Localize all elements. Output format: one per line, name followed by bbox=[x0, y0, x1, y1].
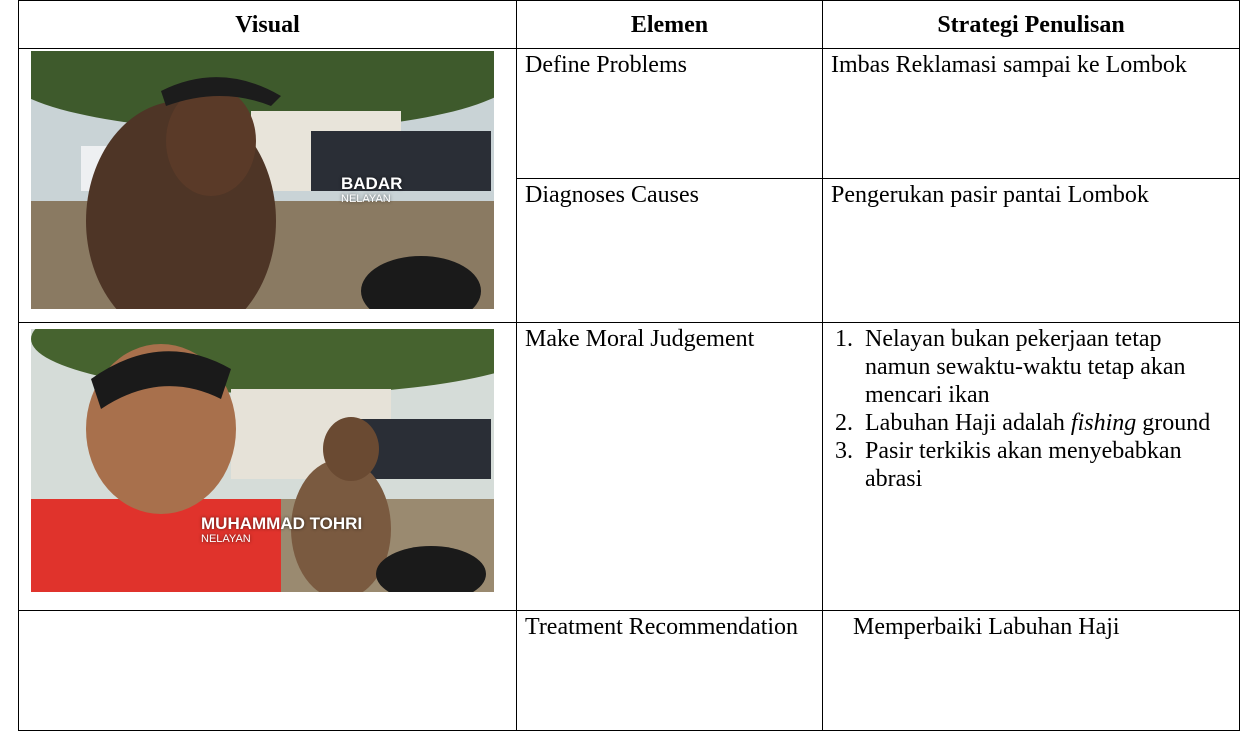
header-cell: Elemen bbox=[516, 0, 823, 49]
list-item: 1. Nelayan bukan pekerjaan tetap namun se… bbox=[835, 325, 1231, 409]
photo-scene bbox=[31, 329, 494, 592]
row: MUHAMMAD TOHRI NELAYAN Make Moral Judgem… bbox=[18, 322, 1240, 611]
element-cell: Make Moral Judgement bbox=[516, 322, 823, 611]
list-text: Nelayan bukan pekerjaan tetap namun sewa… bbox=[865, 326, 1186, 408]
visual-cell: BADAR NELAYAN bbox=[18, 48, 517, 323]
text-part: Labuhan Haji adalah bbox=[865, 410, 1065, 436]
list-number: 3. bbox=[835, 438, 853, 464]
list-text: Pasir terkikis akan menyebabkan abrasi bbox=[865, 438, 1182, 492]
photo: MUHAMMAD TOHRI NELAYAN bbox=[31, 329, 494, 592]
framing-table: Visual Elemen Strategi Penulisan bbox=[18, 0, 1240, 731]
element-cell: Diagnoses Causes bbox=[516, 178, 823, 323]
header-row: Visual Elemen Strategi Penulisan bbox=[18, 0, 1240, 49]
header-cell: Visual bbox=[18, 0, 517, 49]
strategy-cell: Pengerukan pasir pantai Lombok bbox=[822, 178, 1240, 323]
text-part: ground bbox=[1142, 410, 1211, 436]
element-cell: Define Problems bbox=[516, 48, 823, 179]
strategy-cell: Memperbaiki Labuhan Haji bbox=[822, 610, 1240, 731]
row: BADAR NELAYAN Define Problems Imbas Rekl… bbox=[18, 48, 1240, 323]
list-text: Labuhan Haji adalah fishing ground bbox=[865, 409, 1210, 437]
photo-caption: BADAR NELAYAN bbox=[341, 174, 403, 206]
row: Treatment Recommendation Memperbaiki Lab… bbox=[18, 610, 1240, 731]
element-cell: Treatment Recommendation bbox=[516, 610, 823, 731]
strategy-list: 1. Nelayan bukan pekerjaan tetap namun se… bbox=[835, 325, 1231, 493]
strategy-cell: Imbas Reklamasi sampai ke Lombok bbox=[822, 48, 1240, 179]
list-number: 1. bbox=[835, 326, 853, 352]
caption-role: NELAYAN bbox=[201, 533, 251, 545]
photo: BADAR NELAYAN bbox=[31, 51, 494, 309]
list-item: 3. Pasir terkikis akan menyebabkan abrasi bbox=[835, 437, 1231, 493]
italic-term: fishing bbox=[1070, 410, 1137, 436]
caption-name: MUHAMMAD TOHRI bbox=[201, 514, 363, 533]
caption-name: BADAR bbox=[341, 174, 403, 193]
visual-cell bbox=[18, 610, 517, 731]
visual-cell: MUHAMMAD TOHRI NELAYAN bbox=[18, 322, 517, 611]
header-cell: Strategi Penulisan bbox=[822, 0, 1240, 49]
photo-scene bbox=[31, 51, 494, 309]
photo-caption: MUHAMMAD TOHRI NELAYAN bbox=[201, 514, 363, 546]
strategy-cell: 1. Nelayan bukan pekerjaan tetap namun se… bbox=[822, 322, 1240, 611]
row: Diagnoses Causes Pengerukan pasir pantai… bbox=[19, 178, 1240, 323]
list-number: 2. bbox=[835, 410, 853, 436]
caption-role: NELAYAN bbox=[341, 193, 391, 205]
list-item: 2. Labuhan Haji adalah fishing ground bbox=[835, 409, 1231, 437]
